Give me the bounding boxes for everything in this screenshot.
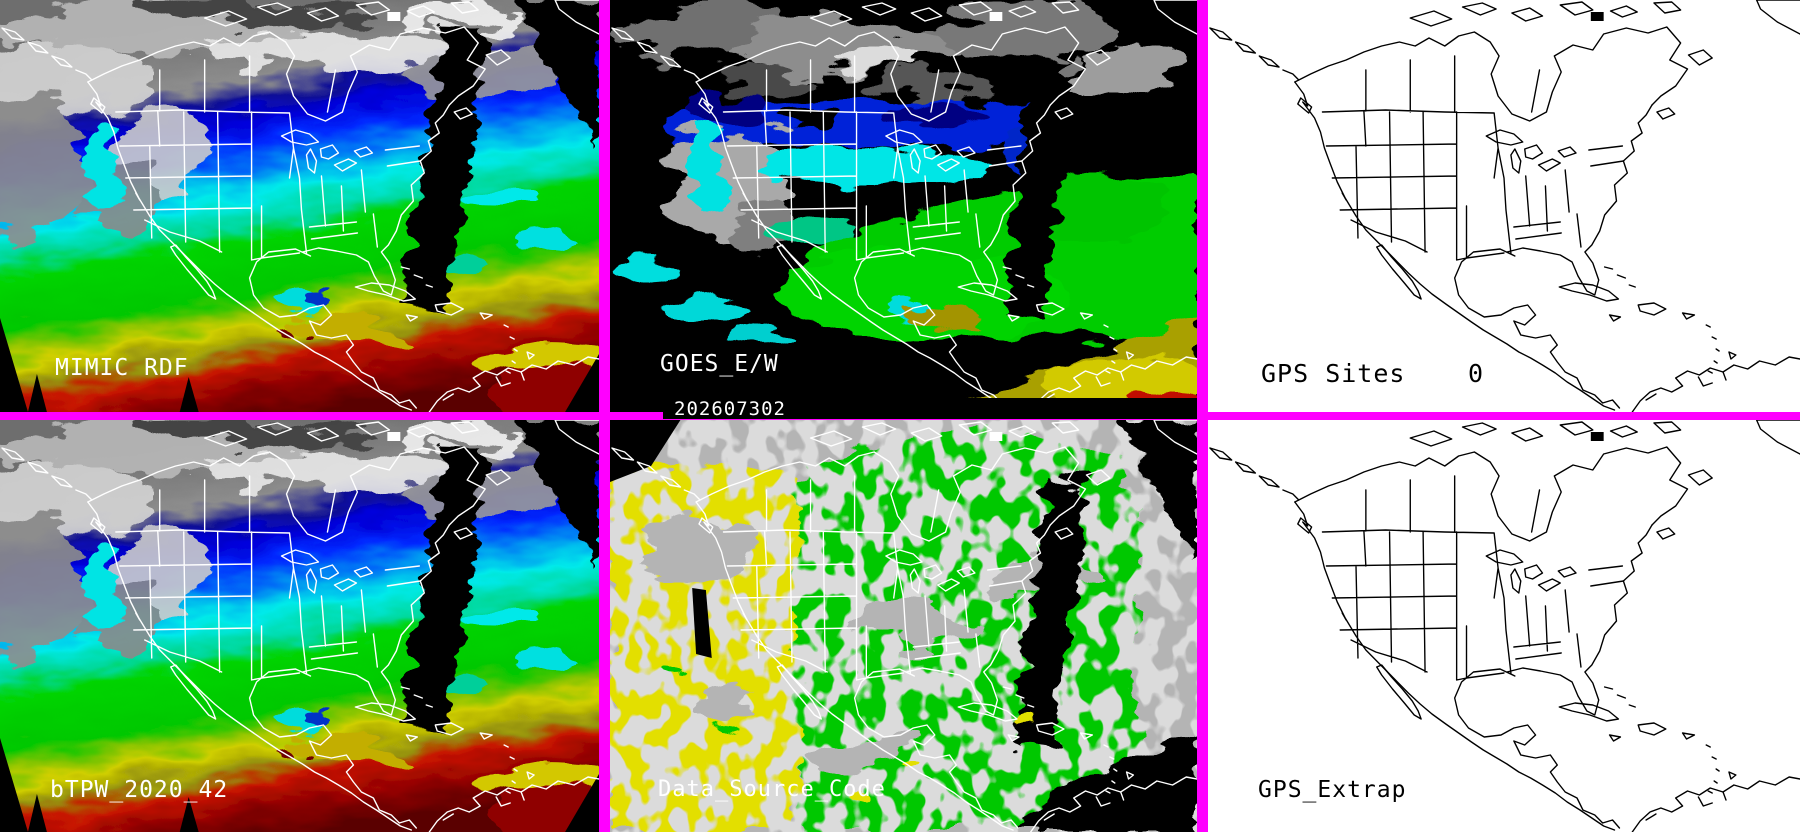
panel-goes-ew: GOES_E/W (610, 0, 1197, 412)
mimic-rdf-label: MIMIC RDF (55, 355, 189, 381)
btpw-map-image (0, 420, 599, 832)
timestamp-text: 202607302 (674, 397, 786, 420)
mimic-rdf-map-image (0, 0, 599, 412)
panel-data-source-code: Data_Source_Code (610, 420, 1197, 832)
btpw-label: bTPW_2020_42 (50, 777, 229, 803)
goes-ew-label: GOES_E/W (660, 351, 779, 377)
gps-sites-map-image (1208, 0, 1800, 412)
gps-sites-count: 0 (1468, 359, 1485, 388)
gps-extrap-map-image (1208, 420, 1800, 832)
panel-gps-extrap: GPS_Extrap (1208, 420, 1800, 832)
panel-gps-sites: GPS Sites 0 (1208, 0, 1800, 412)
panel-btpw-2020-42: bTPW_2020_42 (0, 420, 599, 832)
data-source-code-map-image (610, 420, 1197, 832)
gps-extrap-label: GPS_Extrap (1258, 777, 1407, 803)
data-source-code-label: Data_Source_Code (658, 777, 886, 802)
gps-sites-label: GPS Sites (1261, 359, 1406, 388)
panel-mimic-rdf: MIMIC RDF (0, 0, 599, 412)
timestamp-bar: 202607302 (663, 397, 1197, 420)
